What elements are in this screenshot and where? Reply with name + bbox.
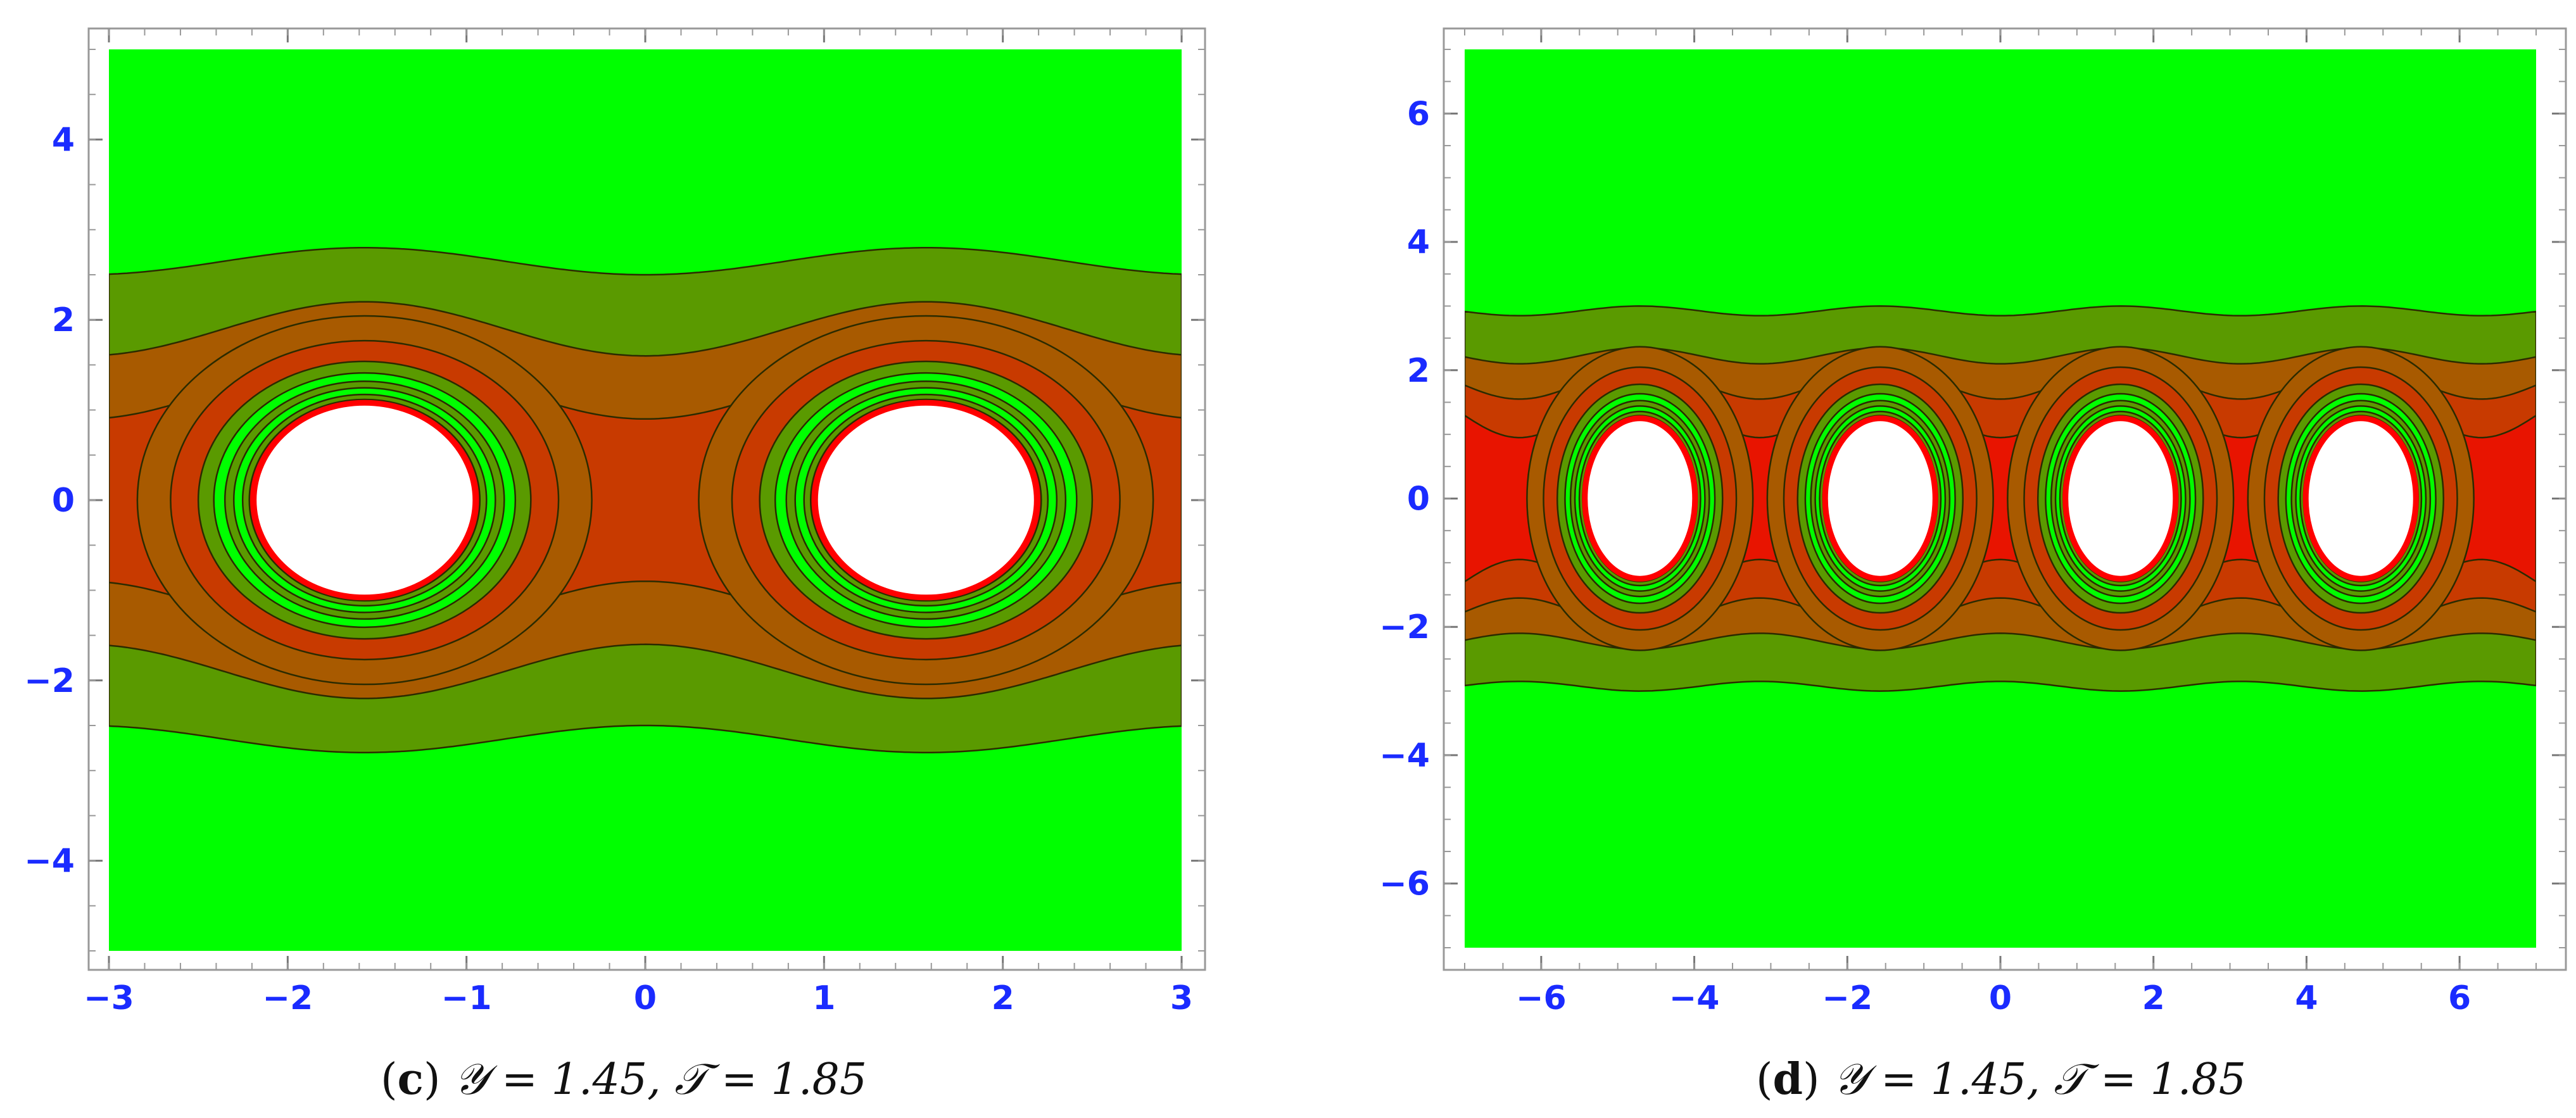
y-tick-label: −4	[24, 843, 75, 881]
panel-d-contour-plot: −6 −4 −2 0 2 4 6 −6 −4 −2 0 2 4 6	[1379, 27, 2567, 1017]
ticks: −3 −2 −1 0 1 2 3 −4 −2 0 2 4	[24, 28, 1205, 1017]
y-tick-label: −2	[1379, 608, 1430, 646]
y-tick-label: −6	[1379, 865, 1430, 903]
y-tick-label: 2	[52, 301, 75, 339]
caption-c-text: 𝒴 = 1.45, 𝒯 = 1.85	[454, 1055, 867, 1105]
x-tick-label: 1	[812, 979, 835, 1017]
plot-area	[1465, 49, 2536, 948]
caption-d-letter: d	[1772, 1054, 1803, 1105]
y-tick-label: 0	[1407, 480, 1430, 518]
plot-area	[109, 49, 1182, 951]
x-tick-label: −3	[84, 979, 134, 1017]
caption-c-letter: c	[398, 1054, 424, 1105]
y-tick-label: 4	[1407, 223, 1430, 261]
y-tick-label: 6	[1407, 95, 1430, 133]
hole-4	[2302, 415, 2419, 582]
caption-c-open: (	[381, 1055, 398, 1105]
y-tick-label: −2	[24, 662, 75, 700]
x-tick-label: −2	[1822, 979, 1872, 1017]
x-tick-label: −6	[1516, 979, 1567, 1017]
ticks: −6 −4 −2 0 2 4 6 −6 −4 −2 0 2 4 6	[1379, 28, 2566, 1017]
caption-d: (d) 𝒴 = 1.45, 𝒯 = 1.85	[1756, 1054, 2246, 1105]
x-tick-label: 0	[634, 979, 657, 1017]
x-tick-label: 3	[1170, 979, 1193, 1017]
hole-3	[2062, 415, 2179, 582]
y-tick-label: 4	[52, 121, 75, 159]
x-tick-label: 0	[1989, 979, 2012, 1017]
x-tick-label: −1	[441, 979, 492, 1017]
caption-c-close: )	[424, 1055, 441, 1105]
x-tick-label: 2	[2142, 979, 2165, 1017]
x-tick-label: −2	[262, 979, 313, 1017]
y-tick-label: 2	[1407, 352, 1430, 390]
hole-1	[1582, 415, 1698, 582]
caption-c: (c) 𝒴 = 1.45, 𝒯 = 1.85	[381, 1054, 867, 1105]
x-tick-label: −4	[1669, 979, 1720, 1017]
x-tick-label: 2	[992, 979, 1014, 1017]
y-tick-label: 0	[52, 482, 75, 520]
x-tick-label: 4	[2295, 979, 2318, 1017]
panel-c-contour-plot: −3 −2 −1 0 1 2 3 −4 −2 0 2 4	[24, 27, 1206, 1017]
hole-1	[251, 399, 479, 601]
caption-d-text: 𝒴 = 1.45, 𝒯 = 1.85	[1833, 1055, 2246, 1105]
y-tick-label: −4	[1379, 737, 1430, 775]
caption-d-close: )	[1803, 1055, 1820, 1105]
hole-2	[1822, 415, 1938, 582]
hole-2	[812, 399, 1040, 601]
x-tick-label: 6	[2448, 979, 2471, 1017]
caption-d-open: (	[1756, 1055, 1773, 1105]
